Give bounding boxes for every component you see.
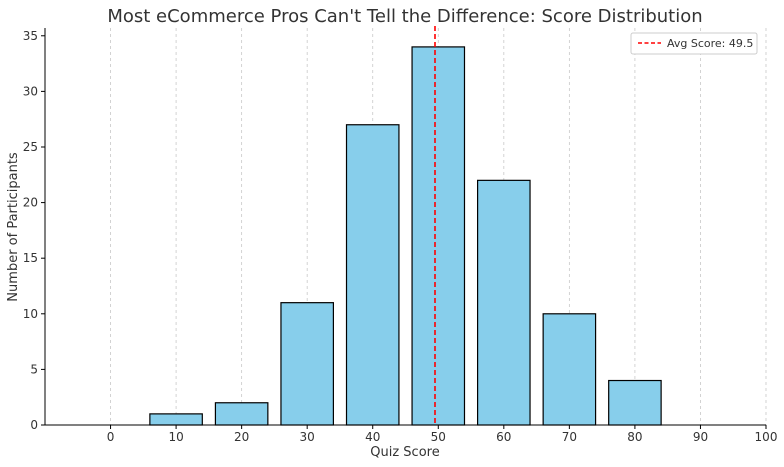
y-tick-label: 25	[23, 140, 38, 154]
bar	[345, 124, 400, 426]
x-tick-label: 30	[300, 430, 315, 444]
y-tick-label: 0	[30, 418, 38, 432]
bars	[149, 46, 662, 426]
x-ticks: 0 10 20 30 40 50 60 70 80 90 100	[107, 425, 778, 444]
legend: Avg Score: 49.5	[630, 32, 758, 55]
x-tick-label: 60	[496, 430, 511, 444]
x-tick-label: 100	[755, 430, 778, 444]
y-tick-label: 20	[23, 196, 38, 210]
x-tick-label: 70	[562, 430, 577, 444]
y-tick-label: 15	[23, 251, 38, 265]
bar	[542, 313, 597, 426]
bar	[280, 302, 334, 426]
y-ticks: 0 5 10 15 20 25 30 35	[23, 29, 45, 432]
bar	[608, 379, 662, 426]
x-tick-label: 20	[234, 430, 249, 444]
y-tick-label: 35	[23, 29, 38, 43]
bar	[477, 179, 531, 426]
y-tick-label: 30	[23, 84, 38, 98]
x-tick-label: 90	[693, 430, 708, 444]
x-tick-label: 50	[431, 430, 446, 444]
y-tick-label: 10	[23, 307, 38, 321]
y-axis-label: Number of Participants	[6, 152, 21, 302]
x-axis-label: Quiz Score	[370, 445, 439, 460]
chart-title: Most eCommerce Pros Can't Tell the Diffe…	[107, 6, 702, 27]
bar	[149, 413, 203, 426]
bar	[411, 46, 466, 426]
x-tick-label: 0	[107, 430, 115, 444]
x-tick-label: 40	[365, 430, 380, 444]
y-tick-label: 5	[30, 362, 38, 376]
x-tick-label: 80	[627, 430, 642, 444]
bar	[214, 402, 269, 426]
legend-label: Avg Score: 49.5	[667, 37, 753, 50]
legend-frame	[630, 32, 758, 55]
x-tick-label: 10	[168, 430, 183, 444]
